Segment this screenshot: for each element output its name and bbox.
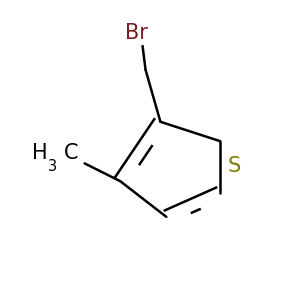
Text: Br: Br [125,22,148,43]
Text: C: C [64,143,78,163]
Text: S: S [228,156,241,176]
Text: H: H [32,143,47,163]
Text: 3: 3 [47,159,57,174]
